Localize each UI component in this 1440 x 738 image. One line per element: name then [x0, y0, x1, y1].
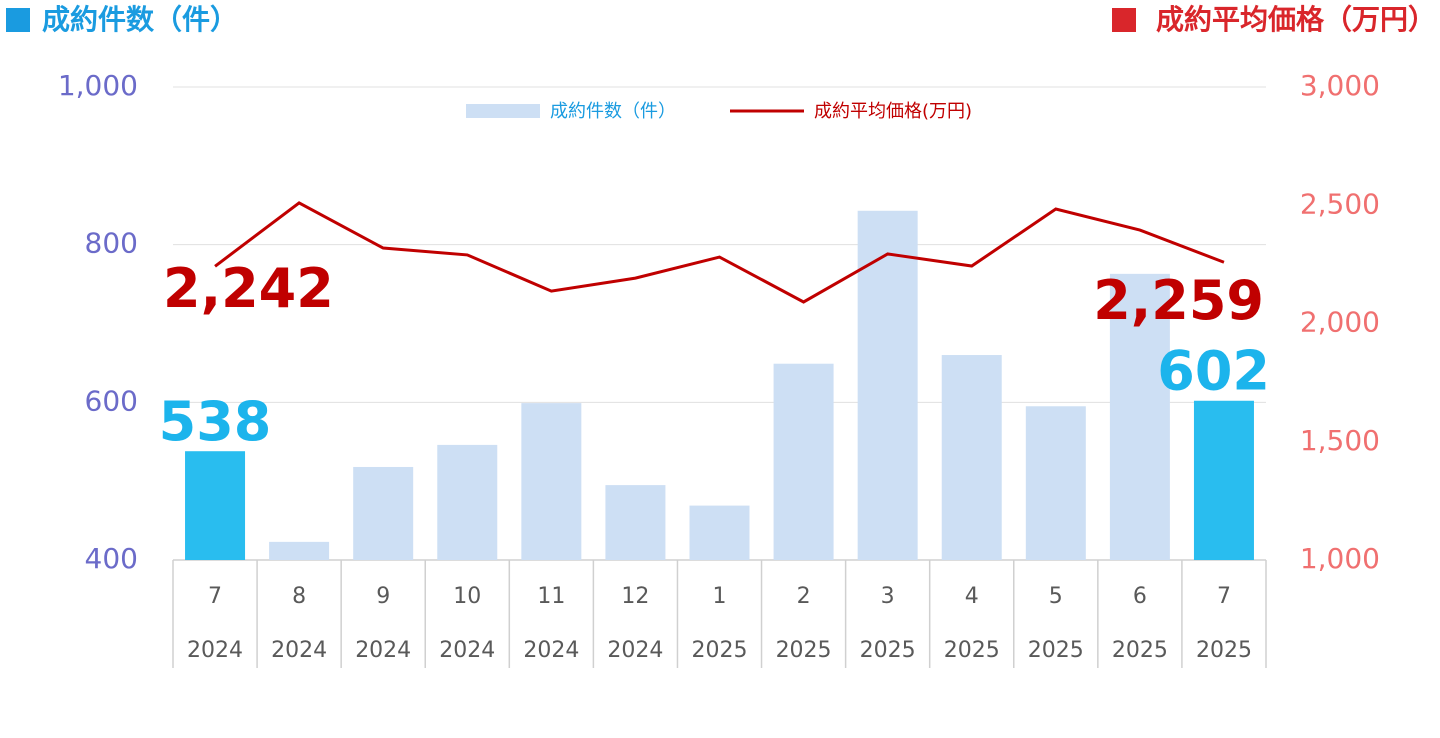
- bar: [857, 210, 918, 561]
- x-year-label: 2024: [271, 638, 327, 663]
- y2-tick-label: 1,500: [1300, 424, 1380, 457]
- bar: [1193, 400, 1254, 560]
- x-year-label: 2025: [776, 638, 832, 663]
- y-tick-label: 600: [85, 384, 138, 417]
- bar-value-label: 602: [1157, 339, 1270, 402]
- x-year-label: 2024: [607, 638, 663, 663]
- x-tick-label: 3: [881, 584, 895, 609]
- price-line: [214, 201, 1225, 304]
- x-year-label: 2024: [187, 638, 243, 663]
- y-axis-title: 成約件数（件）: [42, 3, 238, 36]
- y-title-marker: [6, 8, 30, 32]
- x-tick-label: 6: [1133, 584, 1147, 609]
- x-year-label: 2025: [692, 638, 748, 663]
- bar: [605, 485, 666, 560]
- line-value-label: 2,259: [1093, 269, 1264, 332]
- bar: [353, 466, 414, 560]
- x-tick-label: 8: [292, 584, 306, 609]
- x-tick-label: 12: [621, 584, 649, 609]
- y2-tick-label: 3,000: [1300, 69, 1380, 102]
- bar: [437, 444, 498, 560]
- bar: [521, 403, 582, 560]
- x-year-label: 2025: [944, 638, 1000, 663]
- bar: [1025, 406, 1086, 560]
- bar: [773, 363, 834, 560]
- bar-value-label: 538: [159, 390, 272, 453]
- y-tick-label: 800: [85, 227, 138, 260]
- x-year-label: 2025: [860, 638, 916, 663]
- y-tick-label: 400: [85, 542, 138, 575]
- y-tick-label: 1,000: [58, 69, 138, 102]
- bar: [689, 505, 750, 560]
- x-tick-label: 10: [453, 584, 481, 609]
- x-tick-label: 11: [537, 584, 565, 609]
- x-year-label: 2024: [523, 638, 579, 663]
- x-year-label: 2024: [439, 638, 495, 663]
- legend-swatch: [466, 104, 540, 118]
- y2-tick-label: 2,000: [1300, 306, 1380, 339]
- x-year-label: 2024: [355, 638, 411, 663]
- legend-label: 成約件数（件）: [550, 101, 676, 122]
- y2-tick-label: 1,000: [1300, 542, 1380, 575]
- y2-title-marker: [1112, 8, 1136, 32]
- x-year-label: 2025: [1196, 638, 1252, 663]
- bar: [185, 451, 246, 560]
- y2-tick-label: 2,500: [1300, 187, 1380, 220]
- x-tick-label: 4: [965, 584, 979, 609]
- x-tick-label: 7: [208, 584, 222, 609]
- legend-label: 成約平均価格(万円): [814, 101, 972, 122]
- x-tick-label: 2: [797, 584, 811, 609]
- bar: [269, 541, 330, 560]
- bar: [1109, 273, 1170, 560]
- x-tick-label: 9: [376, 584, 390, 609]
- y2-axis-title: 成約平均価格（万円）: [1156, 3, 1436, 36]
- bar: [941, 355, 1002, 560]
- x-year-label: 2025: [1028, 638, 1084, 663]
- x-tick-label: 1: [713, 584, 727, 609]
- line-value-label: 2,242: [163, 257, 334, 320]
- x-tick-label: 7: [1217, 584, 1231, 609]
- x-tick-label: 5: [1049, 584, 1063, 609]
- x-year-label: 2025: [1112, 638, 1168, 663]
